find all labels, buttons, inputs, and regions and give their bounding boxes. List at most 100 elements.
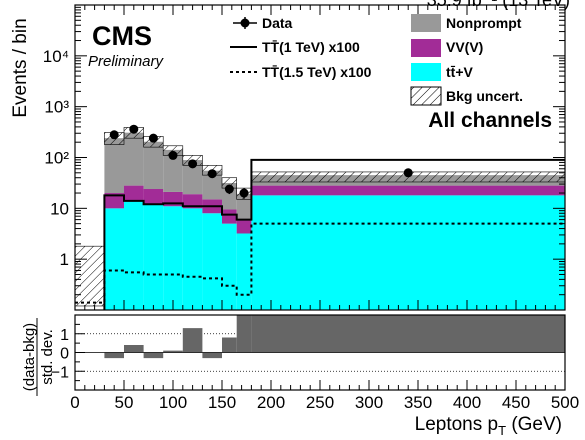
ratio-bar-bin-2 [124, 345, 144, 353]
legend-label-bkg-uncert: Bkg uncert. [446, 88, 523, 104]
x-tick-label: 200 [257, 393, 285, 412]
data-point-4 [188, 159, 198, 169]
x-tick-label: 250 [306, 393, 334, 412]
legend-entry-bkg-uncert: Bkg uncert. [410, 86, 523, 106]
preliminary-label: Preliminary [88, 53, 165, 70]
bar-ttv-bin-2 [124, 200, 144, 310]
bar-nonprompt-bin-8 [236, 193, 252, 219]
x-tick-label: 100 [159, 393, 187, 412]
ratio-plot-area [75, 315, 565, 372]
x-axis-label: Leptons pT (GeV) [415, 414, 562, 438]
y-tick-label: 1 [60, 250, 69, 269]
legend-label-nonprompt: Nonprompt [446, 15, 522, 31]
legend-swatch-ttv [411, 63, 441, 81]
ratio-bar-bin-1 [104, 352, 124, 359]
ratio-y-tick-label: 1 [60, 327, 69, 344]
legend-swatch-vvv [411, 39, 441, 57]
bar-ttv-bin-9 [251, 195, 565, 310]
ratio-bar-bin-7 [222, 337, 237, 353]
data-point-8 [403, 168, 413, 178]
legend-entry-ttv: tt̄+V [411, 63, 474, 81]
x-axis-label-main: Leptons p [415, 414, 498, 435]
bar-ttv-bin-3 [143, 204, 164, 310]
legend-entry-nonprompt: Nonprompt [411, 14, 522, 32]
channel-label: All channels [428, 109, 552, 132]
x-tick-label: 50 [115, 393, 134, 412]
data-point-2 [148, 133, 158, 143]
ratio-bar-bin-5 [182, 328, 203, 353]
y-tick-label: 10⁴ [43, 47, 69, 66]
ratio-y-tick-label: 0 [60, 346, 69, 363]
bar-ttv-bin-5 [182, 208, 203, 310]
x-tick-label: 450 [502, 393, 530, 412]
legend-entry-data: Data [233, 15, 293, 31]
bar-nonprompt-bin-2 [124, 132, 144, 186]
bar-vvv-bin-2 [124, 185, 144, 201]
ratio-y-axis: −10 1 [51, 323, 85, 381]
main-y-axis: 1 10 10² 10³ 10⁴ [43, 4, 565, 311]
ratio-bar-bin-4 [163, 350, 183, 353]
x-tick-label: 350 [404, 393, 432, 412]
legend-label-ttv: tt̄+V [446, 64, 474, 80]
data-point-0 [109, 130, 119, 140]
x-tick-label: 300 [355, 393, 383, 412]
bar-vvv-bin-1 [104, 193, 124, 209]
signal-line-1p5tev [75, 222, 565, 304]
ratio-x-axis: 0 50 100 150 200 250 300 350 400 450 500 [70, 380, 579, 412]
bar-nonprompt-bin-5 [182, 160, 203, 195]
ratio-bar-bin-9 [251, 315, 565, 353]
ratio-ylabel-line2: std. dev. [39, 329, 56, 385]
bar-vvv-bin-7 [222, 209, 237, 224]
ratio-y-tick-label: −1 [51, 364, 69, 381]
ratio-bar-bin-3 [143, 352, 164, 359]
x-axis-label-sub: T [498, 423, 506, 438]
legend-swatch-bkg-uncert [410, 86, 442, 106]
bar-ttv-bin-4 [163, 206, 183, 310]
legend-label-signal-1tev: TT̄(1 TeV) x100 [262, 38, 360, 55]
data-point-1 [129, 124, 139, 134]
bar-nonprompt-bin-3 [143, 141, 164, 190]
x-axis-label-unit: (GeV) [506, 414, 562, 435]
data-point-6 [224, 184, 234, 194]
y-axis-label: Events / bin [10, 18, 31, 117]
bar-ttv-bin-1 [104, 208, 124, 310]
x-tick-label: 0 [70, 393, 79, 412]
bar-ttv-bin-7 [222, 223, 237, 310]
legend-label-signal-1p5tev: TT̄(1.5 TeV) x100 [262, 63, 372, 80]
main-plot-area [75, 124, 565, 310]
bar-ttv-bin-6 [202, 213, 222, 310]
main-panel: 1 10 10² 10³ 10⁴ Events / bin CMS Preliminar… [10, 4, 566, 311]
signal-line-1tev [103, 158, 565, 310]
data-point-3 [168, 150, 178, 160]
data-point-5 [207, 169, 217, 179]
cms-label: CMS [92, 21, 152, 51]
bar-vvv-bin-5 [182, 194, 203, 209]
legend-label-vvv: VV(V) [446, 39, 483, 55]
ratio-ylabel-line1: (data-bkg) [21, 323, 38, 391]
legend-label-data: Data [262, 15, 293, 31]
x-tick-label: 500 [551, 393, 579, 412]
bar-nonprompt-bin-1 [104, 138, 124, 194]
legend-entry-signal-1tev: TT̄(1 TeV) x100 [230, 38, 360, 55]
x-tick-label: 150 [208, 393, 236, 412]
legend-entry-signal-1p5tev: TT̄(1.5 TeV) x100 [230, 63, 372, 80]
bkg-uncert-band-bin-0 [75, 245, 105, 307]
y-tick-label: 10³ [44, 98, 69, 117]
bar-vvv-bin-9 [251, 185, 565, 196]
legend-swatch-nonprompt [411, 14, 441, 32]
bar-vvv-bin-3 [143, 189, 164, 205]
y-tick-label: 10 [50, 199, 69, 218]
ratio-panel: −10 1 0 50 100 150 200 250 300 350 400 450 500 (dat… [21, 314, 579, 438]
bar-nonprompt-bin-4 [163, 149, 183, 192]
bar-vvv-bin-8 [236, 218, 252, 234]
legend-entry-vvv: VV(V) [411, 39, 483, 57]
main-x-ticks [74, 5, 566, 310]
bar-ttv-bin-8 [236, 233, 252, 310]
data-point-7 [239, 188, 249, 198]
y-tick-label: 10² [44, 149, 69, 168]
legend-data-marker [240, 18, 250, 28]
ratio-y-axis-label: (data-bkg) std. dev. [21, 318, 56, 396]
ratio-bar-bin-8 [236, 315, 252, 353]
bar-nonprompt-bin-6 [202, 170, 222, 200]
x-tick-label: 400 [453, 393, 481, 412]
